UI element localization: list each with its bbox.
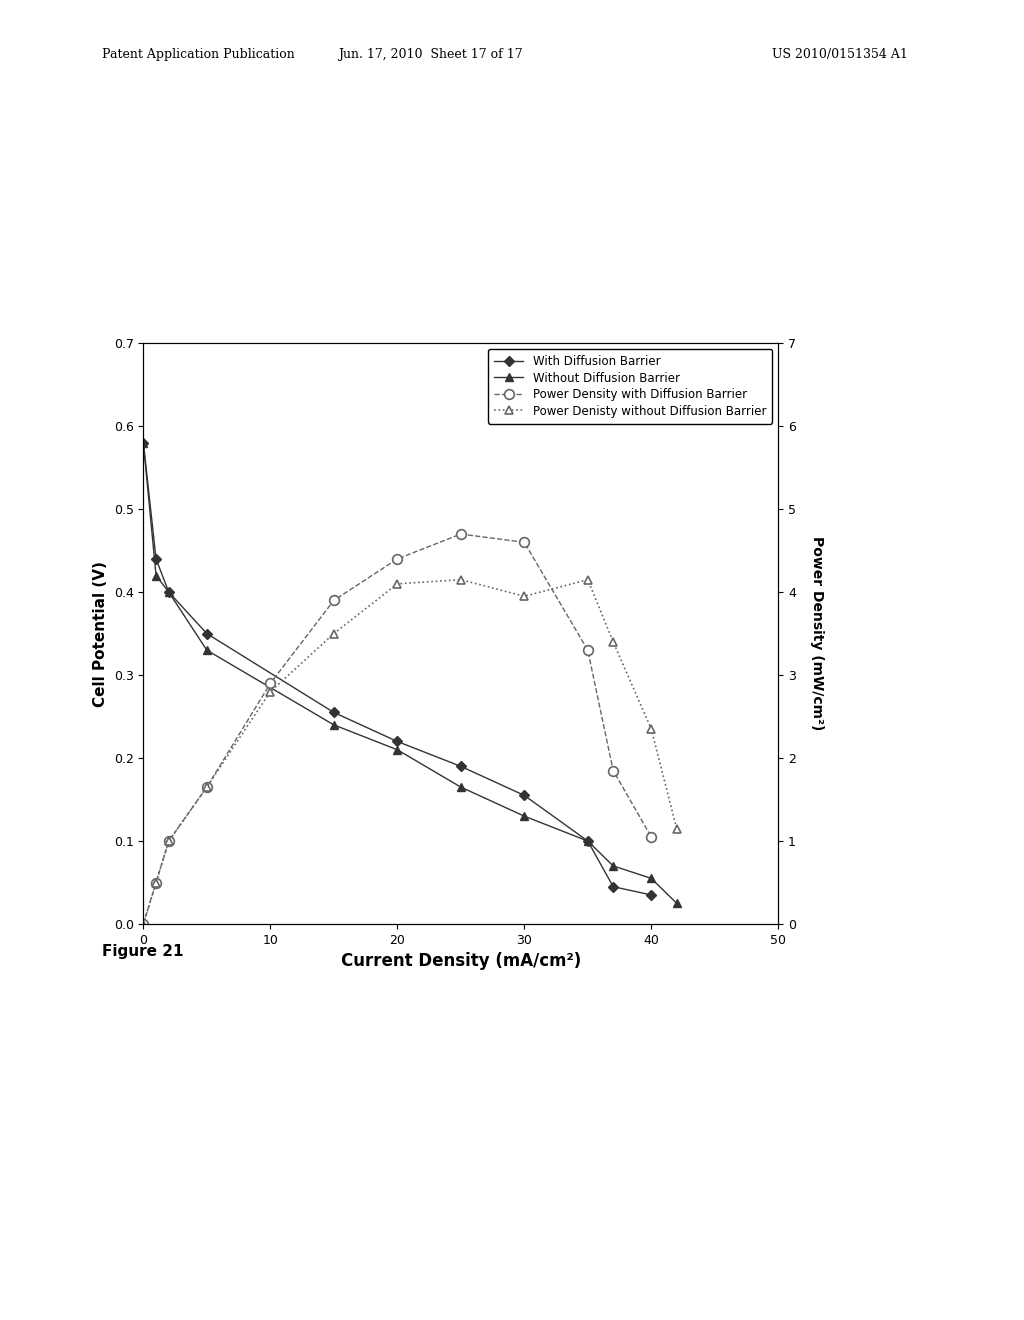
- Without Diffusion Barrier: [645, 870, 657, 886]
- With Diffusion Barrier: [518, 788, 530, 804]
- With Diffusion Barrier: [137, 434, 150, 450]
- Power Density with Diffusion Barrier: [607, 763, 620, 779]
- Text: Patent Application Publication: Patent Application Publication: [102, 48, 295, 61]
- Line: Power Denisty without Diffusion Barrier: Power Denisty without Diffusion Barrier: [139, 576, 681, 928]
- Without Diffusion Barrier: [163, 585, 175, 601]
- Without Diffusion Barrier: [201, 643, 213, 659]
- Power Denisty without Diffusion Barrier: [163, 833, 175, 849]
- Y-axis label: Cell Potential (V): Cell Potential (V): [93, 561, 109, 706]
- Power Density with Diffusion Barrier: [582, 643, 594, 659]
- With Diffusion Barrier: [150, 550, 162, 566]
- Power Denisty without Diffusion Barrier: [391, 576, 403, 591]
- With Diffusion Barrier: [582, 833, 594, 849]
- Text: Figure 21: Figure 21: [102, 944, 184, 958]
- Without Diffusion Barrier: [328, 717, 340, 733]
- Power Denisty without Diffusion Barrier: [201, 779, 213, 795]
- With Diffusion Barrier: [455, 759, 467, 775]
- Text: US 2010/0151354 A1: US 2010/0151354 A1: [772, 48, 907, 61]
- Power Density with Diffusion Barrier: [328, 593, 340, 609]
- Power Denisty without Diffusion Barrier: [137, 916, 150, 932]
- Without Diffusion Barrier: [582, 833, 594, 849]
- With Diffusion Barrier: [201, 626, 213, 642]
- With Diffusion Barrier: [391, 734, 403, 750]
- Power Denisty without Diffusion Barrier: [607, 634, 620, 649]
- Without Diffusion Barrier: [455, 779, 467, 795]
- Power Density with Diffusion Barrier: [455, 527, 467, 543]
- Text: Jun. 17, 2010  Sheet 17 of 17: Jun. 17, 2010 Sheet 17 of 17: [338, 48, 522, 61]
- Without Diffusion Barrier: [518, 808, 530, 824]
- Power Denisty without Diffusion Barrier: [671, 821, 683, 837]
- Line: With Diffusion Barrier: With Diffusion Barrier: [140, 440, 654, 899]
- Power Density with Diffusion Barrier: [264, 676, 276, 692]
- Power Denisty without Diffusion Barrier: [645, 721, 657, 737]
- Power Denisty without Diffusion Barrier: [264, 684, 276, 700]
- With Diffusion Barrier: [645, 887, 657, 903]
- Without Diffusion Barrier: [391, 742, 403, 758]
- Power Density with Diffusion Barrier: [518, 535, 530, 550]
- Line: Power Density with Diffusion Barrier: Power Density with Diffusion Barrier: [138, 529, 656, 929]
- Power Density with Diffusion Barrier: [391, 550, 403, 566]
- Power Denisty without Diffusion Barrier: [328, 626, 340, 642]
- Power Density with Diffusion Barrier: [645, 829, 657, 845]
- Power Denisty without Diffusion Barrier: [150, 875, 162, 891]
- Power Density with Diffusion Barrier: [137, 916, 150, 932]
- Power Denisty without Diffusion Barrier: [518, 589, 530, 605]
- Power Density with Diffusion Barrier: [163, 833, 175, 849]
- With Diffusion Barrier: [163, 585, 175, 601]
- With Diffusion Barrier: [328, 705, 340, 721]
- Power Denisty without Diffusion Barrier: [582, 572, 594, 587]
- X-axis label: Current Density (mA/cm²): Current Density (mA/cm²): [341, 952, 581, 970]
- Power Density with Diffusion Barrier: [150, 875, 162, 891]
- Without Diffusion Barrier: [150, 568, 162, 583]
- With Diffusion Barrier: [607, 879, 620, 895]
- Line: Without Diffusion Barrier: Without Diffusion Barrier: [139, 438, 681, 907]
- Without Diffusion Barrier: [671, 895, 683, 911]
- Power Density with Diffusion Barrier: [201, 779, 213, 795]
- Without Diffusion Barrier: [137, 434, 150, 450]
- Power Denisty without Diffusion Barrier: [455, 572, 467, 587]
- Legend: With Diffusion Barrier, Without Diffusion Barrier, Power Density with Diffusion : With Diffusion Barrier, Without Diffusio…: [488, 348, 772, 424]
- Y-axis label: Power Density (mW/cm²): Power Density (mW/cm²): [810, 536, 823, 731]
- Without Diffusion Barrier: [607, 858, 620, 874]
